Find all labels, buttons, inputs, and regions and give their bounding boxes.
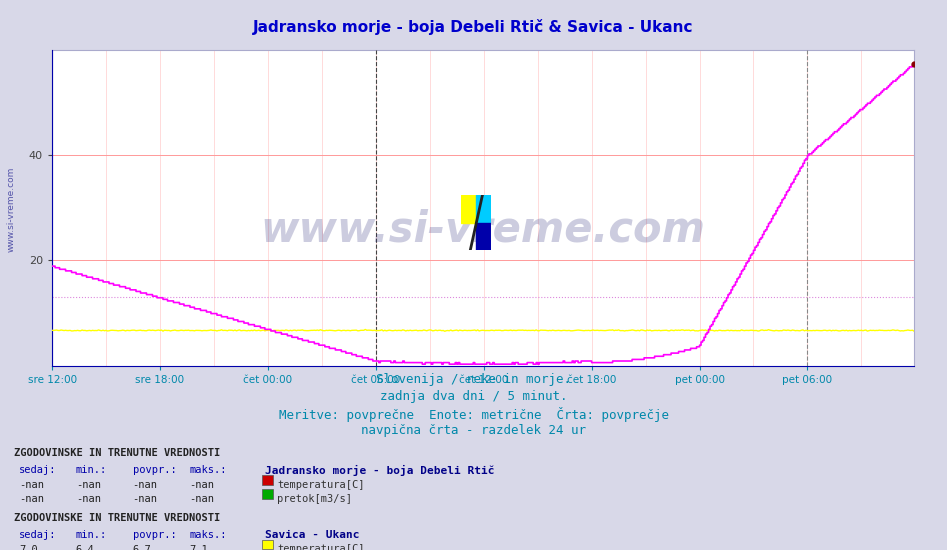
Text: Savica - Ukanc: Savica - Ukanc [265, 530, 360, 540]
Text: 6,4: 6,4 [76, 544, 95, 550]
Text: -nan: -nan [133, 494, 157, 504]
Bar [476, 223, 491, 250]
Text: -nan: -nan [189, 494, 214, 504]
Text: -nan: -nan [76, 494, 100, 504]
Text: -nan: -nan [19, 494, 44, 504]
Text: povpr.:: povpr.: [133, 530, 176, 540]
Text: maks.:: maks.: [189, 465, 227, 475]
Text: zadnja dva dni / 5 minut.: zadnja dva dni / 5 minut. [380, 390, 567, 403]
Text: maks.:: maks.: [189, 530, 227, 540]
Text: -nan: -nan [76, 480, 100, 490]
Text: ZGODOVINSKE IN TRENUTNE VREDNOSTI: ZGODOVINSKE IN TRENUTNE VREDNOSTI [14, 513, 221, 523]
Text: sedaj:: sedaj: [19, 530, 57, 540]
Text: temperatura[C]: temperatura[C] [277, 544, 365, 550]
Text: www.si-vreme.com: www.si-vreme.com [7, 166, 16, 252]
Text: temperatura[C]: temperatura[C] [277, 480, 365, 490]
Bar [476, 195, 491, 223]
Text: sedaj:: sedaj: [19, 465, 57, 475]
Text: povpr.:: povpr.: [133, 465, 176, 475]
Text: 7,1: 7,1 [189, 544, 208, 550]
Text: Jadransko morje - boja Debeli Rtič & Savica - Ukanc: Jadransko morje - boja Debeli Rtič & Sav… [253, 19, 694, 35]
Bar [461, 195, 476, 223]
Text: -nan: -nan [133, 480, 157, 490]
Text: min.:: min.: [76, 530, 107, 540]
Text: min.:: min.: [76, 465, 107, 475]
Text: pretok[m3/s]: pretok[m3/s] [277, 494, 352, 504]
Text: 7,0: 7,0 [19, 544, 38, 550]
Text: 6,7: 6,7 [133, 544, 152, 550]
Text: ZGODOVINSKE IN TRENUTNE VREDNOSTI: ZGODOVINSKE IN TRENUTNE VREDNOSTI [14, 448, 221, 458]
Text: www.si-vreme.com: www.si-vreme.com [260, 209, 706, 251]
Text: Slovenija / reke in morje.: Slovenija / reke in morje. [376, 373, 571, 386]
Text: Jadransko morje - boja Debeli Rtič: Jadransko morje - boja Debeli Rtič [265, 465, 494, 476]
Text: navpična črta - razdelek 24 ur: navpična črta - razdelek 24 ur [361, 424, 586, 437]
Text: -nan: -nan [189, 480, 214, 490]
Text: -nan: -nan [19, 480, 44, 490]
Text: Meritve: povprečne  Enote: metrične  Črta: povprečje: Meritve: povprečne Enote: metrične Črta:… [278, 407, 669, 422]
